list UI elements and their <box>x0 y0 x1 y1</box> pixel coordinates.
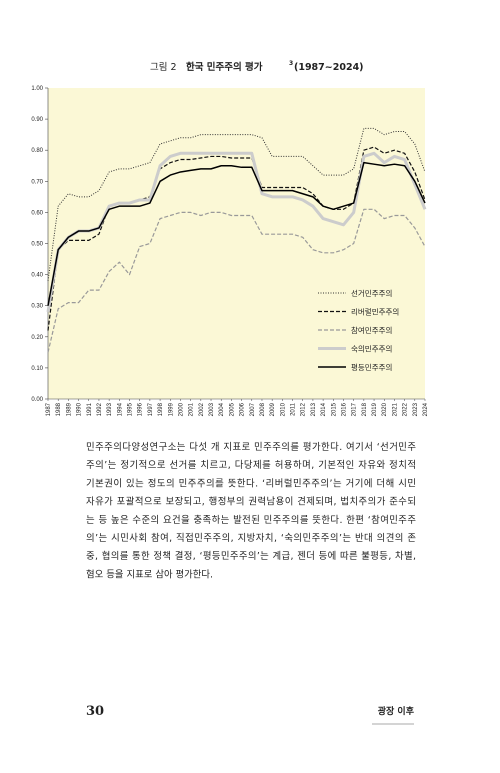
x-tick-label: 2006 <box>240 402 246 416</box>
x-tick-label: 2001 <box>189 402 195 416</box>
chart-title: 한국 민주주의 평가 <box>186 61 263 73</box>
y-tick-label: 0.10 <box>31 366 43 372</box>
x-tick-label: 2020 <box>382 402 388 416</box>
book-title: 광장 이후 <box>378 705 415 717</box>
body-line: 민주주의다양성연구소는 다섯 개 지표로 민주주의를 평가한다. 여기서 ‘선거… <box>86 441 416 453</box>
x-tick-label: 2024 <box>423 402 429 416</box>
x-tick-label: 1999 <box>168 402 174 416</box>
legend-label: 선거민주주의 <box>351 288 392 298</box>
x-tick-label: 2007 <box>250 402 256 416</box>
y-tick-label: 0.70 <box>31 179 43 185</box>
y-tick-label: 0.90 <box>31 117 43 123</box>
y-tick-label: 0.20 <box>31 335 43 341</box>
x-tick-label: 2002 <box>199 402 205 416</box>
body-text: 민주주의다양성연구소는 다섯 개 지표로 민주주의를 평가한다. 여기서 ‘선거… <box>86 441 416 580</box>
x-tick-label: 1990 <box>77 402 83 416</box>
x-tick-label: 2023 <box>413 402 419 416</box>
x-tick-label: 1998 <box>158 402 164 416</box>
x-tick-label: 1995 <box>128 402 134 416</box>
x-tick-label: 2005 <box>229 402 235 416</box>
legend-label: 숙의민주주의 <box>351 344 392 354</box>
body-line: 중, 협의를 통한 정책 결정, ‘평등민주주의’는 계급, 젠더 등에 따른 … <box>86 550 416 562</box>
y-tick-label: 0.30 <box>31 304 43 310</box>
figure-label: 그림 2 <box>150 61 177 73</box>
page-number: 30 <box>86 704 104 719</box>
series-line <box>46 151 427 313</box>
x-tick-label: 1992 <box>97 402 103 416</box>
chart: 0.00 0.10 0.20 0.30 0.40 0.50 0.60 0.70 0.80 0.90… <box>31 86 429 416</box>
x-tick-label: 2021 <box>392 402 398 416</box>
x-tick-label: 1997 <box>148 402 154 416</box>
body-line: 혐오 등을 지표로 삼아 평가한다. <box>86 569 213 580</box>
x-tick-label: 1994 <box>117 402 123 416</box>
x-tick-label: 1989 <box>66 402 72 416</box>
series-line <box>47 208 426 353</box>
body-line: 주의’는 정기적으로 선거를 치르고, 다당제를 허용하며, 기본적인 자유와 … <box>86 459 416 471</box>
series-line <box>47 161 426 306</box>
x-tick-label: 2017 <box>352 402 358 416</box>
x-tick-label: 2022 <box>403 402 409 416</box>
y-tick-label: 0.50 <box>31 242 43 248</box>
title-note: 3 <box>289 60 293 67</box>
x-tick-label: 2018 <box>362 402 368 416</box>
body-line: 의’는 시민사회 참여, 직접민주주의, 지방자치, ‘숙의민주주의’는 반대 … <box>86 532 416 544</box>
body-line: 자유가 포괄적으로 보장되고, 행정부의 권력남용이 견제되며, 법치주의가 준… <box>86 496 416 508</box>
y-tick-label: 0.40 <box>31 273 43 279</box>
x-tick-label: 2015 <box>331 402 337 416</box>
legend-label: 참여민주주의 <box>351 325 392 335</box>
body-line: 기본권이 있는 정도의 민주주의를 뜻한다. ‘리버럴민주주의’는 거기에 더해… <box>86 477 416 489</box>
x-tick-label: 1993 <box>107 402 113 416</box>
x-tick-label: 2019 <box>372 402 378 416</box>
x-tick-label: 2014 <box>321 402 327 416</box>
x-tick-label: 2010 <box>280 402 286 416</box>
x-tick-label: 2004 <box>219 402 225 416</box>
x-tick-label: 1991 <box>87 402 93 416</box>
x-tick-label: 1987 <box>46 402 52 416</box>
y-tick-label: 0.00 <box>31 397 43 403</box>
y-tick-label: 1.00 <box>31 86 43 92</box>
x-tick-label: 2013 <box>311 402 317 416</box>
title-range: (1987~2024) <box>294 62 364 73</box>
plot-background <box>48 88 425 399</box>
body-line: 는 등 높은 수준의 요건을 충족하는 발전된 민주주의를 뜻한다. 한편 ‘참… <box>86 514 416 526</box>
legend-label: 리버럴민주주의 <box>351 307 399 317</box>
x-tick-label: 1996 <box>138 402 144 416</box>
x-tick-label: 2016 <box>341 402 347 416</box>
x-tick-label: 1988 <box>56 402 62 416</box>
y-tick-label: 0.60 <box>31 210 43 216</box>
x-tick-label: 2009 <box>270 402 276 416</box>
legend-label: 평등민주주의 <box>351 362 392 372</box>
x-tick-label: 2003 <box>209 402 215 416</box>
x-tick-label: 2008 <box>260 402 266 416</box>
x-tick-label: 2000 <box>178 402 184 416</box>
y-tick-label: 0.80 <box>31 148 43 154</box>
x-tick-label: 2012 <box>301 402 307 416</box>
x-tick-label: 2011 <box>291 402 297 416</box>
